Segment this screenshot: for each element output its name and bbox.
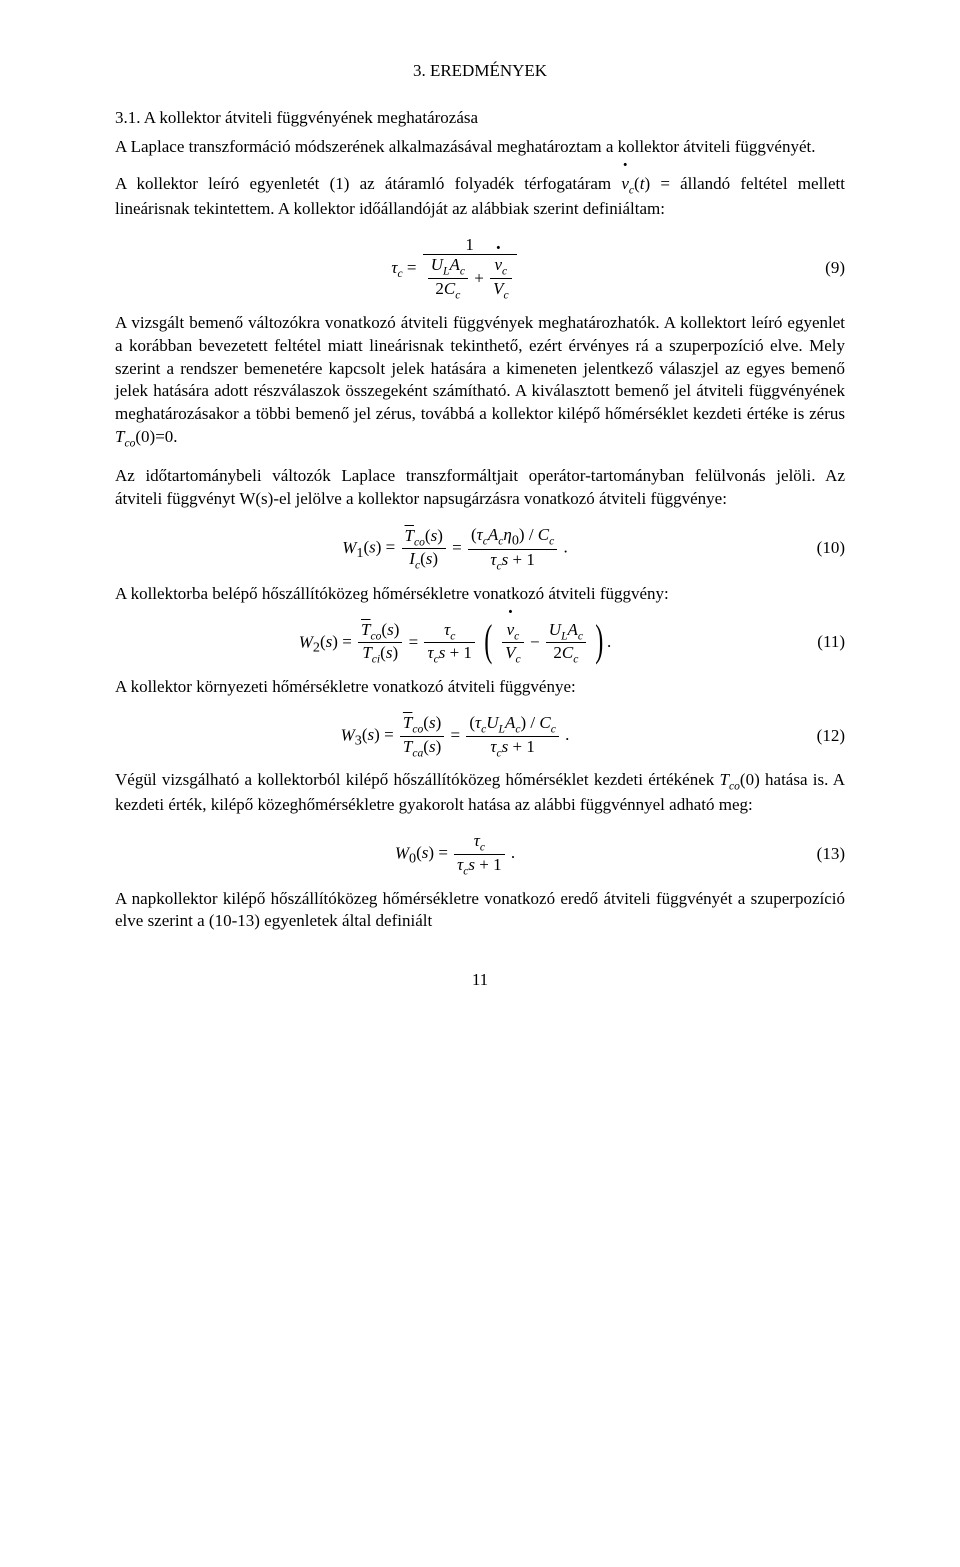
equation-9-row: τc = 1 ULAc 2Cc + vc Vc (9) (115, 235, 845, 302)
p3-main: A vizsgált bemenő változókra vonatkozó á… (115, 313, 845, 424)
paragraph-8: A napkollektor kilépő hőszállítóközeg hő… (115, 888, 845, 934)
vdot-symbol: v (621, 173, 629, 196)
equation-13: W0(s) = τc τcs + 1 . (395, 831, 515, 877)
paragraph-4: Az időtartománybeli változók Laplace tra… (115, 465, 845, 511)
eq9-number: (9) (795, 257, 845, 280)
eq13-number: (13) (795, 843, 845, 866)
equation-12-row: W3(s) = Tco(s) Tca(s) = (τcULAc) / Cc τc… (115, 713, 845, 759)
paragraph-7: Végül vizsgálható a kollektorból kilépő … (115, 769, 845, 817)
p2-a: A kollektor leíró egyenletét (1) az átár… (115, 174, 621, 193)
vdot-sub: c (629, 183, 634, 196)
page-number: 11 (115, 969, 845, 992)
eq10-number: (10) (795, 537, 845, 560)
equation-9: τc = 1 ULAc 2Cc + vc Vc (391, 235, 518, 302)
equation-10: W1(s) = Tco(s) Ic(s) = (τcAcη0) / Cc τcs… (342, 525, 568, 572)
subsection-heading: 3.1. A kollektor átviteli függvényének m… (115, 107, 845, 130)
equation-13-row: W0(s) = τc τcs + 1 . (13) (115, 831, 845, 877)
eq11-number: (11) (795, 631, 845, 654)
paragraph-2: A kollektor leíró egyenletét (1) az átár… (115, 173, 845, 221)
paragraph-1: A Laplace transzformáció módszerének alk… (115, 136, 845, 159)
equation-11-row: W2(s) = Tco(s) Tci(s) = τc τcs + 1 ( vc … (115, 620, 845, 666)
equation-10-row: W1(s) = Tco(s) Ic(s) = (τcAcη0) / Cc τcs… (115, 525, 845, 572)
equation-11: W2(s) = Tco(s) Tci(s) = τc τcs + 1 ( vc … (299, 620, 611, 666)
paragraph-6: A kollektor környezeti hőmérsékletre von… (115, 676, 845, 699)
p3-tail: (0)=0. (135, 427, 177, 446)
paragraph-3: A vizsgált bemenő változókra vonatkozó á… (115, 312, 845, 452)
section-heading: 3. EREDMÉNYEK (115, 60, 845, 83)
equation-12: W3(s) = Tco(s) Tca(s) = (τcULAc) / Cc τc… (341, 713, 570, 759)
eq12-number: (12) (795, 725, 845, 748)
paragraph-5: A kollektorba belépő hőszállítóközeg hőm… (115, 583, 845, 606)
p7-a: Végül vizsgálható a kollektorból kilépő … (115, 770, 720, 789)
